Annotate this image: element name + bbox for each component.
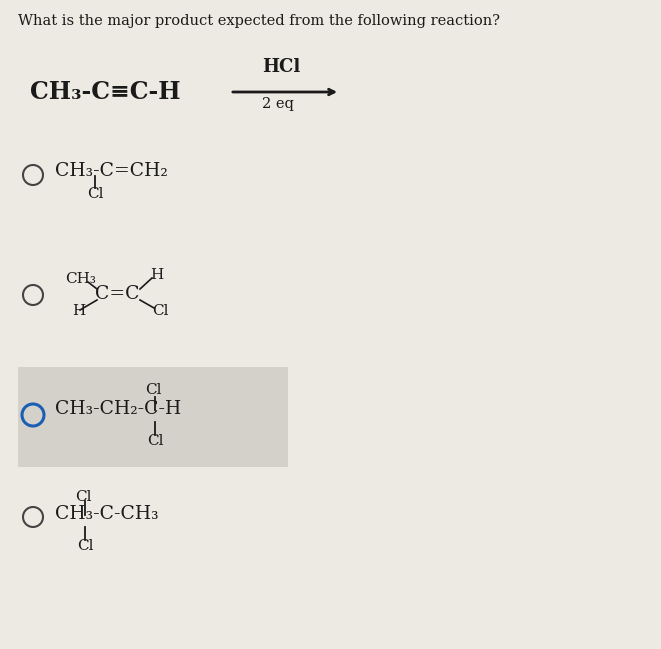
Text: Cl: Cl xyxy=(147,434,163,448)
Text: Cl: Cl xyxy=(87,187,104,201)
Text: H: H xyxy=(150,268,163,282)
Text: CH₃-C=CH₂: CH₃-C=CH₂ xyxy=(55,162,168,180)
Text: What is the major product expected from the following reaction?: What is the major product expected from … xyxy=(18,14,500,28)
Text: CH₃: CH₃ xyxy=(65,272,96,286)
Text: HCl: HCl xyxy=(262,58,300,76)
Text: CH₃-C-CH₃: CH₃-C-CH₃ xyxy=(55,505,159,523)
Text: Cl: Cl xyxy=(152,304,169,318)
Text: C=C: C=C xyxy=(95,285,139,303)
Text: Cl: Cl xyxy=(77,539,93,553)
Text: H: H xyxy=(72,304,85,318)
Text: Cl: Cl xyxy=(145,383,161,397)
Text: Cl: Cl xyxy=(75,490,91,504)
Text: CH₃-C≡C-H: CH₃-C≡C-H xyxy=(30,80,180,104)
Bar xyxy=(18,367,288,467)
Text: 2 eq: 2 eq xyxy=(262,97,294,111)
Text: CH₃-CH₂-C-H: CH₃-CH₂-C-H xyxy=(55,400,181,418)
